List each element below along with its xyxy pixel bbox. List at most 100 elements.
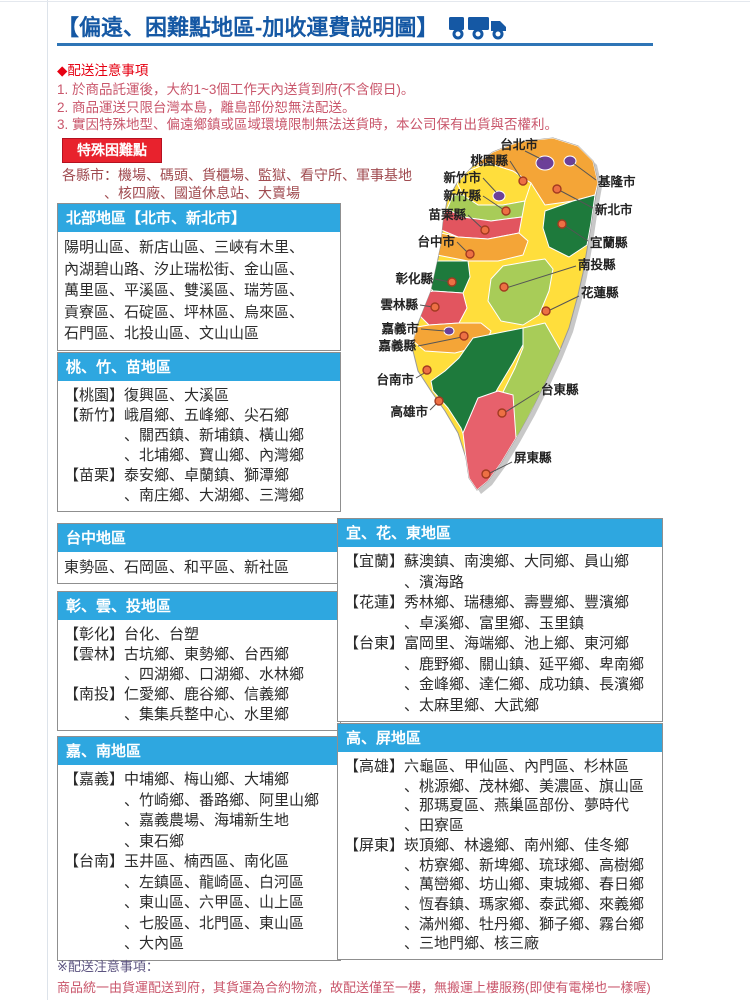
dot-kaohsiung [434,396,444,406]
text-line: 內湖碧山路、汐止瑞松街、金山區、 [64,260,305,278]
text-line: 、七股區、北門區、東山區 [64,914,305,932]
dot-taichung [465,249,475,259]
map-region-nantou [487,258,554,326]
region-box-taoyuan-hsinchu-miaoli: 桃、竹、苗地區 【桃園】復興區、大溪區 【新竹】峨眉鄉、五峰鄉、尖石鄉 、關西鎮、… [57,352,341,512]
delivery-notes-heading: ◆配送注意事項 [57,63,149,78]
region-box-tao-title: 桃、竹、苗地區 [58,353,340,382]
map-label-pingtung: 屏東縣 [513,450,552,465]
dot-pingtung [481,469,491,479]
map-label-yunlin: 雲林縣 [380,297,418,312]
text-line: 【屏東】崁頂鄉、林邊鄉、南州鄉、佳冬鄉 [344,836,630,854]
left-margin-rule [47,0,48,1000]
text-line: 、滿州鄉、牡丹鄉、獅子鄉、霧台鄉 [344,915,645,933]
text-line: 、左鎮區、龍崎區、白河區 [64,873,305,891]
map-label-kaohsiung: 高雄市 [390,404,428,419]
region-box-changhua-body: 【彰化】台化、台塑 【雲林】古坑鄉、東勢鄉、台西鄉 、四湖鄉、口湖鄉、水林鄉 【南投… [58,621,340,730]
map-label-chiayi-city: 嘉義市 [380,321,419,336]
taiwan-map: 台北市 桃園縣 新竹市 新竹縣 苗栗縣 台中市 彰化縣 雲林縣 嘉義市 嘉義縣 … [376,137,636,494]
region-box-chiayi-body: 【嘉義】中埔鄉、梅山鄉、大埔鄉 、竹崎鄉、番路鄉、阿里山鄉 、嘉義農場、海埔新生… [58,766,340,960]
text-line: 陽明山區、新店山區、三峽有木里、 [64,239,305,256]
text-line: 3. 實因特殊地型、偏遠鄉鎮或區域環境限制無法送貨時，本公司保有出貨與否權利。 [57,117,559,132]
delivery-notes: ◆配送注意事項 1. 於商品託運後，大約1~3個工作天內送貨到府(不含假日)。 2… [57,59,657,134]
leader-keelung [572,162,597,181]
dot-miaoli [480,225,490,235]
region-box-chiayi-title: 嘉、南地區 [58,737,340,766]
text-line: 、枋寮鄉、新埤鄉、琉球鄉、高樹鄉 [344,856,645,874]
title-underline [57,43,653,46]
text-line: 萬里區、平溪區、雙溪區、瑞芳區、 [64,282,305,299]
text-line: 【嘉義】中埔鄉、梅山鄉、大埔鄉 [64,771,290,788]
dot-chiayi-county [459,331,469,341]
map-label-chiayi-county: 嘉義縣 [377,338,416,353]
text-line: 、萬巒鄉、坊山鄉、東城鄉、春日鄉 [344,876,645,894]
footer-note-heading: ※配送注意事項： [57,959,159,974]
dot-hsinchu-county [501,206,511,216]
map-label-hualien: 花蓮縣 [581,285,619,300]
map-label-xinbei: 新北市 [595,202,633,217]
region-box-taichung-title: 台中地區 [58,524,340,553]
text-line: 【台南】玉井區、楠西區、南化區 [64,853,290,870]
text-line: 各縣市：機場、碼頭、貨櫃場、監獄、看守所、軍事基地 [62,167,412,183]
map-label-taipei: 台北市 [500,137,538,152]
region-box-kaohsiung-pingtung: 高、屏地區 【高雄】六龜區、甲仙區、內門區、杉林區 、桃源鄉、茂林鄉、美濃區、旗… [337,723,663,961]
dot-hualien [541,306,551,316]
map-label-changhua: 彰化縣 [395,271,433,286]
text-line: 、四湖鄉、口湖鄉、水林鄉 [64,666,305,683]
region-box-north-title: 北部地區【北市、新北市】 [58,204,340,233]
leader-hsinchu-county [482,195,505,211]
dot-changhua [447,277,457,287]
text-line: 、核四廠、國道休息站、大賣場 [62,185,300,201]
text-line: 石門區、北投山區、文山山區 [64,325,260,342]
leader-taipei [524,150,544,161]
special-points-lines: 各縣市：機場、碼頭、貨櫃場、監獄、看守所、軍事基地 、核四廠、國道休息站、大賣場 [62,166,482,202]
leader-pingtung [487,461,513,475]
dot-yilan [557,219,567,229]
text-line: 、太麻里鄉、大武鄉 [344,696,540,714]
leader-taoyuan [509,160,522,179]
map-region-hsinchu-city [492,190,506,202]
delivery-notes-list: 1. 於商品託運後，大約1~3個工作天內送貨到府(不含假日)。 2. 商品運送只限… [57,81,657,134]
dot-tainan [422,365,432,375]
map-label-hsinchu-city: 新竹市 [443,170,481,185]
region-box-kaoping-body: 【高雄】六龜區、甲仙區、內門區、杉林區 、桃源鄉、茂林鄉、美濃區、旗山區 、那瑪… [338,753,662,959]
region-box-yilan-hualien-taitung: 宜、花、東地區 【宜蘭】蘇澳鎮、南澳鄉、大同鄉、員山鄉 、濱海路 【花蓮】秀林鄉、… [337,518,663,722]
map-label-yilan: 宜蘭縣 [590,235,628,250]
text-line: 【南投】仁愛鄉、鹿谷鄉、信義鄉 [64,686,290,703]
map-label-taitung: 台東縣 [541,382,579,397]
dot-taoyuan [518,176,528,186]
special-points-badge: 特殊困難點 [62,138,162,163]
dot-xinbei [552,184,562,194]
text-line: 、三地門鄉、核三廠 [344,935,540,953]
text-line: 、鹿野鄉、關山鎮、延平鄉、卑南鄉 [344,655,645,673]
text-line: 、東石鄉 [64,832,185,850]
region-box-yilan-title: 宜、花、東地區 [338,519,662,548]
page-title: 【偏遠、困難點地區-加收運費説明圖】 [57,15,439,40]
text-line: 【花蓮】秀林鄉、瑞穗鄉、壽豐鄉、豐濱鄉 [344,594,630,611]
text-line: 、恆春鎮、瑪家鄉、泰武鄉、來義鄉 [344,895,645,913]
text-line: 、北埔鄉、寶山鄉、內灣鄉 [64,447,305,464]
map-label-taichung: 台中市 [417,234,455,249]
text-line: 【宜蘭】蘇澳鎮、南澳鄉、大同鄉、員山鄉 [344,553,630,570]
footer-note: ※配送注意事項： 商品統一由貨運配送到府，其貨運為合約物流，故配送僅至一樓，無搬… [57,956,717,996]
leader-taichung [456,241,469,254]
leader-nantou [505,265,577,289]
region-box-kaoping-title: 高、屏地區 [338,724,662,753]
dot-taitung [497,408,507,418]
text-line: 、南庄鄉、大湖鄉、三灣鄉 [64,487,305,504]
region-box-yilan-body: 【宜蘭】蘇澳鎮、南澳鄉、大同鄉、員山鄉 、濱海路 【花蓮】秀林鄉、瑞穗鄉、壽豐鄉、… [338,548,662,721]
map-region-chiayi-city [443,326,455,336]
text-line: 【雲林】古坑鄉、東勢鄉、台西鄉 [64,646,290,663]
leader-taitung [503,390,540,414]
text-line: 、嘉義農場、海埔新生地 [64,812,290,829]
text-line: 、桃源鄉、茂林鄉、美濃區、旗山區 [344,777,645,795]
text-line: 【高雄】六龜區、甲仙區、內門區、杉林區 [344,758,630,775]
text-line: 、那瑪夏區、燕巢區部份、夢時代 [344,797,630,815]
map-label-tainan: 台南市 [376,372,414,387]
text-line: 、東山區、六甲區、山上區 [64,894,305,911]
text-line: 【苗栗】泰安鄉、卓蘭鎮、獅潭鄉 [64,467,290,484]
text-line: 、卓溪鄉、富里鄉、玉里鎮 [344,614,585,632]
text-line: 東勢區、石岡區、和平區、新社區 [64,559,290,576]
map-region-yilan [542,194,596,258]
leader-chiayi-county [417,336,463,347]
